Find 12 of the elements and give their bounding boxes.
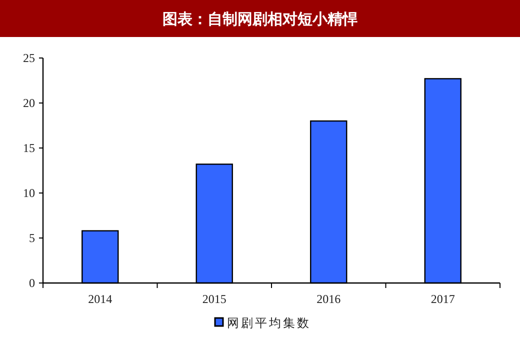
x-tick-label: 2017 <box>430 292 455 306</box>
y-tick-label: 5 <box>29 231 35 245</box>
y-tick-label: 25 <box>23 51 35 65</box>
y-tick-label: 0 <box>29 276 35 290</box>
chart-title: 图表：自制网剧相对短小精悍 <box>162 10 358 28</box>
legend-label: 网剧平均集数 <box>227 316 311 330</box>
y-tick-label: 15 <box>23 141 35 155</box>
y-tick-label: 10 <box>23 186 35 200</box>
x-tick-label: 2014 <box>88 292 112 306</box>
x-tick-label: 2016 <box>316 292 341 306</box>
y-tick-label: 20 <box>23 96 35 110</box>
x-tick-label: 2015 <box>202 292 226 306</box>
